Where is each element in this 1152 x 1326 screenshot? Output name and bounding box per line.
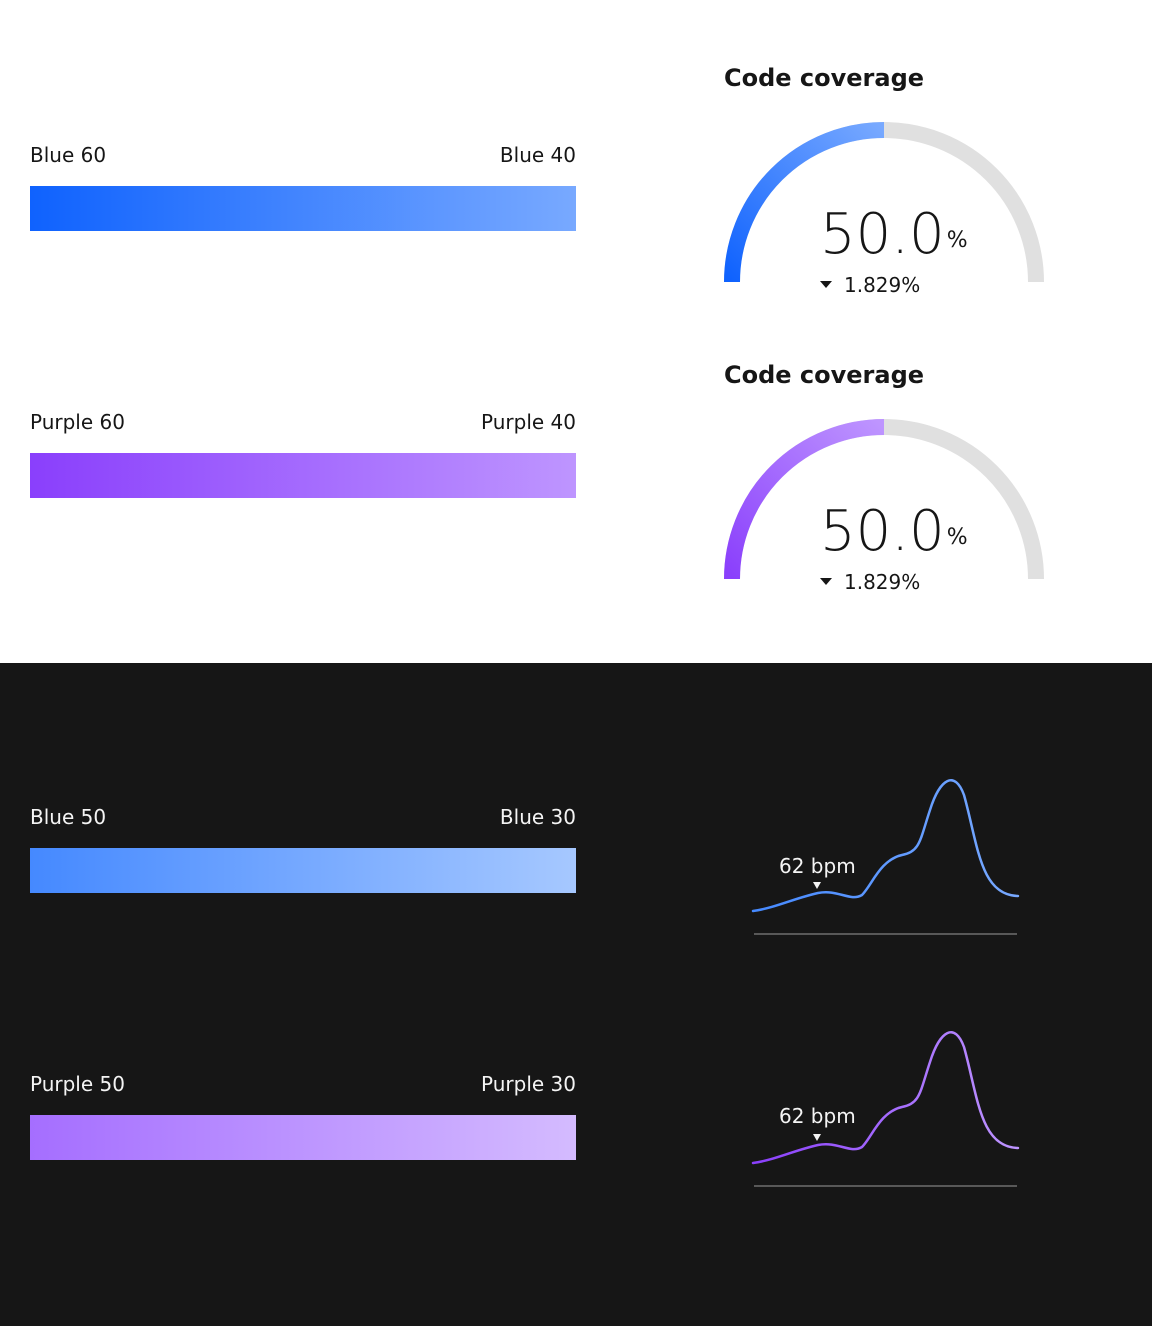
gradient-swatch-blue: Blue 60 Blue 40 bbox=[30, 143, 576, 231]
gradient-bar bbox=[30, 186, 576, 231]
gauge-arc bbox=[724, 419, 1044, 580]
gauge-value: 50.0% bbox=[820, 203, 968, 267]
sparkline-card-blue: 62 bpm bbox=[750, 770, 1026, 940]
gauge-arc bbox=[724, 122, 1044, 283]
gauge-progress-arc bbox=[724, 419, 885, 580]
gauge-title: Code coverage bbox=[724, 64, 925, 92]
gradient-end-label: Purple 40 bbox=[481, 410, 576, 434]
gauge-delta-value: 1.829% bbox=[844, 273, 921, 297]
gradient-start-label: Purple 50 bbox=[30, 1072, 125, 1096]
sparkline-card-purple: 62 bpm bbox=[750, 1022, 1026, 1192]
gauge-title: Code coverage bbox=[724, 361, 925, 389]
pointer-triangle-icon bbox=[813, 882, 821, 889]
sparkline-label: 62 bpm bbox=[779, 854, 856, 878]
gradient-start-label: Purple 60 bbox=[30, 410, 125, 434]
sparkline-chart bbox=[751, 779, 1020, 935]
gradient-bar bbox=[30, 453, 576, 498]
gradient-end-label: Purple 30 bbox=[481, 1072, 576, 1096]
gauge-value: 50.0% bbox=[820, 500, 968, 564]
gauge-value-number: 50.0 bbox=[820, 202, 945, 267]
light-theme-section: Blue 60 Blue 40 Purple 60 Purple 40 Code… bbox=[30, 63, 1054, 594]
gradient-end-label: Blue 30 bbox=[499, 805, 576, 829]
gradient-start-label: Blue 60 bbox=[30, 143, 107, 167]
caret-down-icon bbox=[820, 578, 832, 585]
gauge-delta: 1.829% bbox=[820, 273, 920, 297]
caret-down-icon bbox=[820, 281, 832, 288]
sparkline-chart bbox=[751, 1031, 1020, 1187]
gauge-progress-arc bbox=[724, 122, 885, 283]
gradient-swatch-blue: Blue 50 Blue 30 bbox=[30, 805, 576, 893]
gradient-bar bbox=[30, 848, 576, 893]
gauge-delta: 1.829% bbox=[820, 570, 920, 594]
gradient-end-label: Blue 40 bbox=[499, 143, 576, 167]
gradient-swatch-purple: Purple 50 Purple 30 bbox=[30, 1072, 576, 1160]
sparkline-line bbox=[751, 1031, 1020, 1165]
gauge-card-purple: Code coverage 50.0% 1.829% bbox=[724, 360, 1054, 594]
sparkline-label: 62 bpm bbox=[779, 1104, 856, 1128]
gradient-start-label: Blue 50 bbox=[30, 805, 107, 829]
gauge-value-number: 50.0 bbox=[820, 499, 945, 564]
gradient-swatch-purple: Purple 60 Purple 40 bbox=[30, 410, 576, 498]
gauge-value-unit: % bbox=[946, 525, 968, 550]
dark-theme-section: Blue 50 Blue 30 Purple 50 Purple 30 62 b… bbox=[0, 663, 1152, 1326]
gauge-value-unit: % bbox=[946, 228, 968, 253]
sparkline-line bbox=[751, 779, 1020, 913]
gauge-card-blue: Code coverage 50.0% 1.829% bbox=[724, 63, 1054, 297]
gauge-delta-value: 1.829% bbox=[844, 570, 921, 594]
pointer-triangle-icon bbox=[813, 1134, 821, 1141]
gradient-bar bbox=[30, 1115, 576, 1160]
